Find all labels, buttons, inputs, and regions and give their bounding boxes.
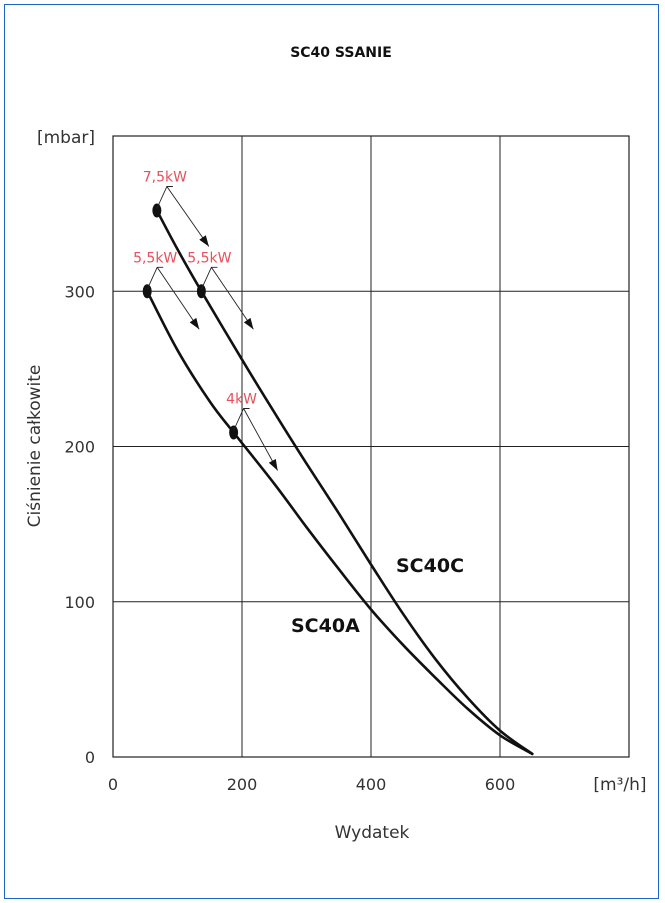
power-marker-arrow-head bbox=[199, 235, 209, 247]
power-marker-arrow-head bbox=[243, 317, 254, 330]
power-label: 7,5kW bbox=[143, 170, 187, 186]
power-marker-bracket bbox=[233, 408, 250, 431]
power-label: 5,5kW bbox=[187, 250, 231, 266]
power-marker-dot bbox=[142, 284, 152, 299]
series-label-sc40c: SC40C bbox=[396, 555, 464, 577]
power-marker-arrow-line bbox=[243, 408, 279, 471]
x-axis-label: Wydatek bbox=[335, 823, 410, 843]
series-label-sc40a: SC40A bbox=[291, 615, 360, 637]
power-marker-dot bbox=[229, 425, 239, 440]
power-marker-arrow-head bbox=[189, 317, 200, 330]
x-axis-unit: [m³/h] bbox=[593, 775, 646, 795]
y-axis-label: Ciśnienie całkowite bbox=[25, 365, 45, 528]
power-marker-arrow-line bbox=[156, 266, 200, 330]
power-marker-arrow-line bbox=[210, 266, 254, 330]
power-marker-dot bbox=[196, 284, 206, 299]
y-tick-label: 300 bbox=[64, 282, 95, 301]
x-tick-label: 0 bbox=[108, 775, 118, 794]
power-label: 4kW bbox=[226, 392, 257, 408]
x-tick-label: 200 bbox=[227, 775, 258, 794]
power-marker-arrow-line bbox=[166, 186, 210, 247]
series-line-sc40c bbox=[155, 209, 534, 756]
series-line-sc40a bbox=[145, 290, 534, 756]
y-tick-label: 100 bbox=[64, 593, 95, 612]
chart-title: SC40 SSANIE bbox=[290, 45, 392, 61]
y-tick-label: 0 bbox=[85, 748, 95, 767]
power-marker-dot bbox=[152, 203, 162, 218]
y-tick-label: 200 bbox=[64, 438, 95, 457]
power-marker-arrow-head bbox=[268, 459, 278, 471]
y-axis-unit: [mbar] bbox=[37, 128, 95, 148]
x-tick-label: 400 bbox=[356, 775, 387, 794]
power-label: 5,5kW bbox=[133, 250, 177, 266]
x-tick-label: 600 bbox=[485, 775, 516, 794]
